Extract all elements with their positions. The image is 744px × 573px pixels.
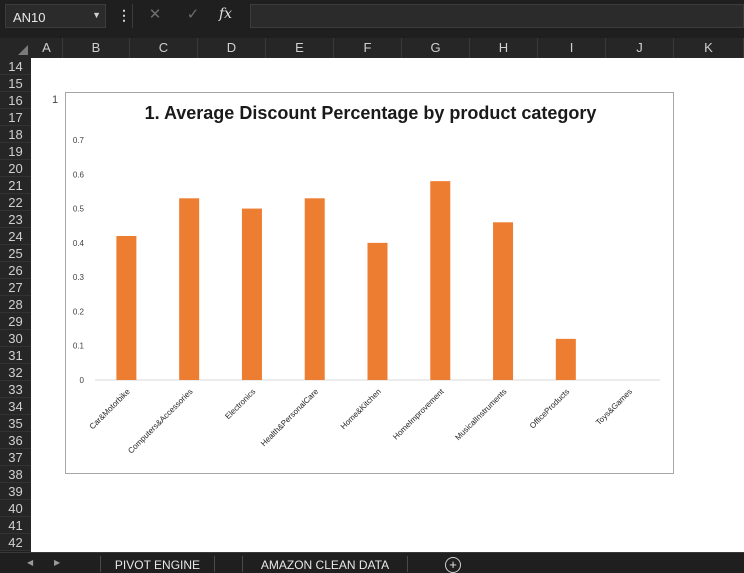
row-header-23[interactable]: 23 bbox=[0, 211, 31, 228]
row-header-16[interactable]: 16 bbox=[0, 92, 31, 109]
row-header-39[interactable]: 39 bbox=[0, 483, 31, 500]
divider bbox=[242, 556, 243, 572]
column-header-h[interactable]: H bbox=[470, 38, 538, 58]
row-header-38[interactable]: 38 bbox=[0, 466, 31, 483]
y-tick-label: 0.3 bbox=[73, 273, 85, 282]
row-header-34[interactable]: 34 bbox=[0, 398, 31, 415]
scroll-right-icon[interactable]: ▶ bbox=[54, 558, 61, 567]
x-tick-label: HomeImprovement bbox=[391, 387, 446, 442]
row-header-25[interactable]: 25 bbox=[0, 245, 31, 262]
row-header-21[interactable]: 21 bbox=[0, 177, 31, 194]
bar[interactable] bbox=[367, 242, 388, 380]
row-header-37[interactable]: 37 bbox=[0, 449, 31, 466]
row-header-32[interactable]: 32 bbox=[0, 364, 31, 381]
y-tick-label: 0.1 bbox=[73, 342, 85, 351]
row-header-22[interactable]: 22 bbox=[0, 194, 31, 211]
x-tick-label: Computers&Accessories bbox=[126, 387, 194, 455]
row-header-20[interactable]: 20 bbox=[0, 160, 31, 177]
formula-input[interactable] bbox=[250, 4, 744, 28]
column-header-f[interactable]: F bbox=[334, 38, 402, 58]
column-header-c[interactable]: C bbox=[130, 38, 198, 58]
y-tick-label: 0.7 bbox=[73, 136, 85, 145]
divider bbox=[100, 556, 101, 572]
y-tick-label: 0.2 bbox=[73, 307, 85, 316]
divider bbox=[407, 556, 408, 572]
bar[interactable] bbox=[179, 198, 200, 380]
column-header-j[interactable]: J bbox=[606, 38, 674, 58]
x-tick-label: Toys&Games bbox=[594, 387, 634, 427]
x-tick-label: MusicalInstruments bbox=[453, 387, 508, 442]
column-header-b[interactable]: B bbox=[63, 38, 130, 58]
name-box[interactable]: AN10 ▼ bbox=[5, 4, 106, 28]
bar[interactable] bbox=[555, 338, 576, 380]
enter-icon[interactable]: ✓ bbox=[186, 6, 200, 23]
select-all-button[interactable] bbox=[0, 38, 31, 58]
row-header-36[interactable]: 36 bbox=[0, 432, 31, 449]
chart-plot: 0 0.1 0.2 0.3 0.4 0.5 0.6 0.7 Car&MotorbikeCompu… bbox=[73, 136, 660, 455]
y-tick-label: 0.5 bbox=[73, 205, 85, 214]
row-header-42[interactable]: 42 bbox=[0, 534, 31, 551]
column-header-i[interactable]: I bbox=[538, 38, 606, 58]
bar[interactable] bbox=[493, 222, 514, 380]
row-header-19[interactable]: 19 bbox=[0, 143, 31, 160]
x-tick-label: Electronics bbox=[223, 387, 257, 421]
bar[interactable] bbox=[304, 198, 325, 380]
row-header-40[interactable]: 40 bbox=[0, 500, 31, 517]
y-tick-label: 0.6 bbox=[73, 170, 85, 179]
bar[interactable] bbox=[430, 181, 451, 380]
column-header-e[interactable]: E bbox=[266, 38, 334, 58]
row-header-29[interactable]: 29 bbox=[0, 313, 31, 330]
tab-amazon-clean-data[interactable]: AMAZON CLEAN DATA bbox=[260, 558, 390, 572]
bar[interactable] bbox=[241, 208, 262, 380]
add-sheet-icon[interactable]: + bbox=[445, 557, 461, 573]
formula-bar: AN10 ▼ ⋮ ✕ ✓ fx bbox=[0, 0, 744, 33]
cell-value: 1 bbox=[52, 94, 59, 106]
row-header-30[interactable]: 30 bbox=[0, 330, 31, 347]
divider bbox=[132, 4, 133, 28]
y-tick-label: 0 bbox=[80, 376, 85, 385]
row-header-17[interactable]: 17 bbox=[0, 109, 31, 126]
row-header-26[interactable]: 26 bbox=[0, 262, 31, 279]
x-tick-label: OfficeProducts bbox=[528, 387, 571, 430]
column-header-a[interactable]: A bbox=[31, 38, 63, 58]
more-options-icon[interactable]: ⋮ bbox=[117, 7, 131, 23]
row-header-31[interactable]: 31 bbox=[0, 347, 31, 364]
insert-function-icon[interactable]: fx bbox=[219, 6, 233, 22]
row-header-28[interactable]: 28 bbox=[0, 296, 31, 313]
column-header-d[interactable]: D bbox=[198, 38, 266, 58]
row-header-14[interactable]: 14 bbox=[0, 58, 31, 75]
name-box-value: AN10 bbox=[13, 10, 46, 25]
chart-title: 1. Average Discount Percentage by produc… bbox=[144, 103, 597, 123]
row-header-24[interactable]: 24 bbox=[0, 228, 31, 245]
scroll-left-icon[interactable]: ◀ bbox=[27, 558, 34, 567]
sheet-tab-bar: ◀ ▶ PIVOT ENGINE AMAZON CLEAN DATA + bbox=[0, 552, 744, 573]
column-header-k[interactable]: K bbox=[674, 38, 744, 58]
column-header-g[interactable]: G bbox=[402, 38, 470, 58]
cancel-icon[interactable]: ✕ bbox=[148, 6, 162, 23]
bar-chart[interactable]: 1. Average Discount Percentage by produc… bbox=[65, 92, 674, 474]
tab-pivot-engine[interactable]: PIVOT ENGINE bbox=[114, 558, 201, 572]
chevron-down-icon[interactable]: ▼ bbox=[92, 10, 101, 20]
row-header-33[interactable]: 33 bbox=[0, 381, 31, 398]
x-tick-label: Car&Motorbike bbox=[88, 387, 132, 431]
y-tick-label: 0.4 bbox=[73, 239, 85, 248]
x-tick-label: Health&PersonalCare bbox=[259, 387, 320, 448]
divider bbox=[214, 556, 215, 572]
row-header-35[interactable]: 35 bbox=[0, 415, 31, 432]
bar[interactable] bbox=[116, 236, 137, 380]
row-header-18[interactable]: 18 bbox=[0, 126, 31, 143]
x-tick-label: Home&Kitchen bbox=[339, 387, 383, 431]
row-header-41[interactable]: 41 bbox=[0, 517, 31, 534]
row-header-15[interactable]: 15 bbox=[0, 75, 31, 92]
row-header-27[interactable]: 27 bbox=[0, 279, 31, 296]
